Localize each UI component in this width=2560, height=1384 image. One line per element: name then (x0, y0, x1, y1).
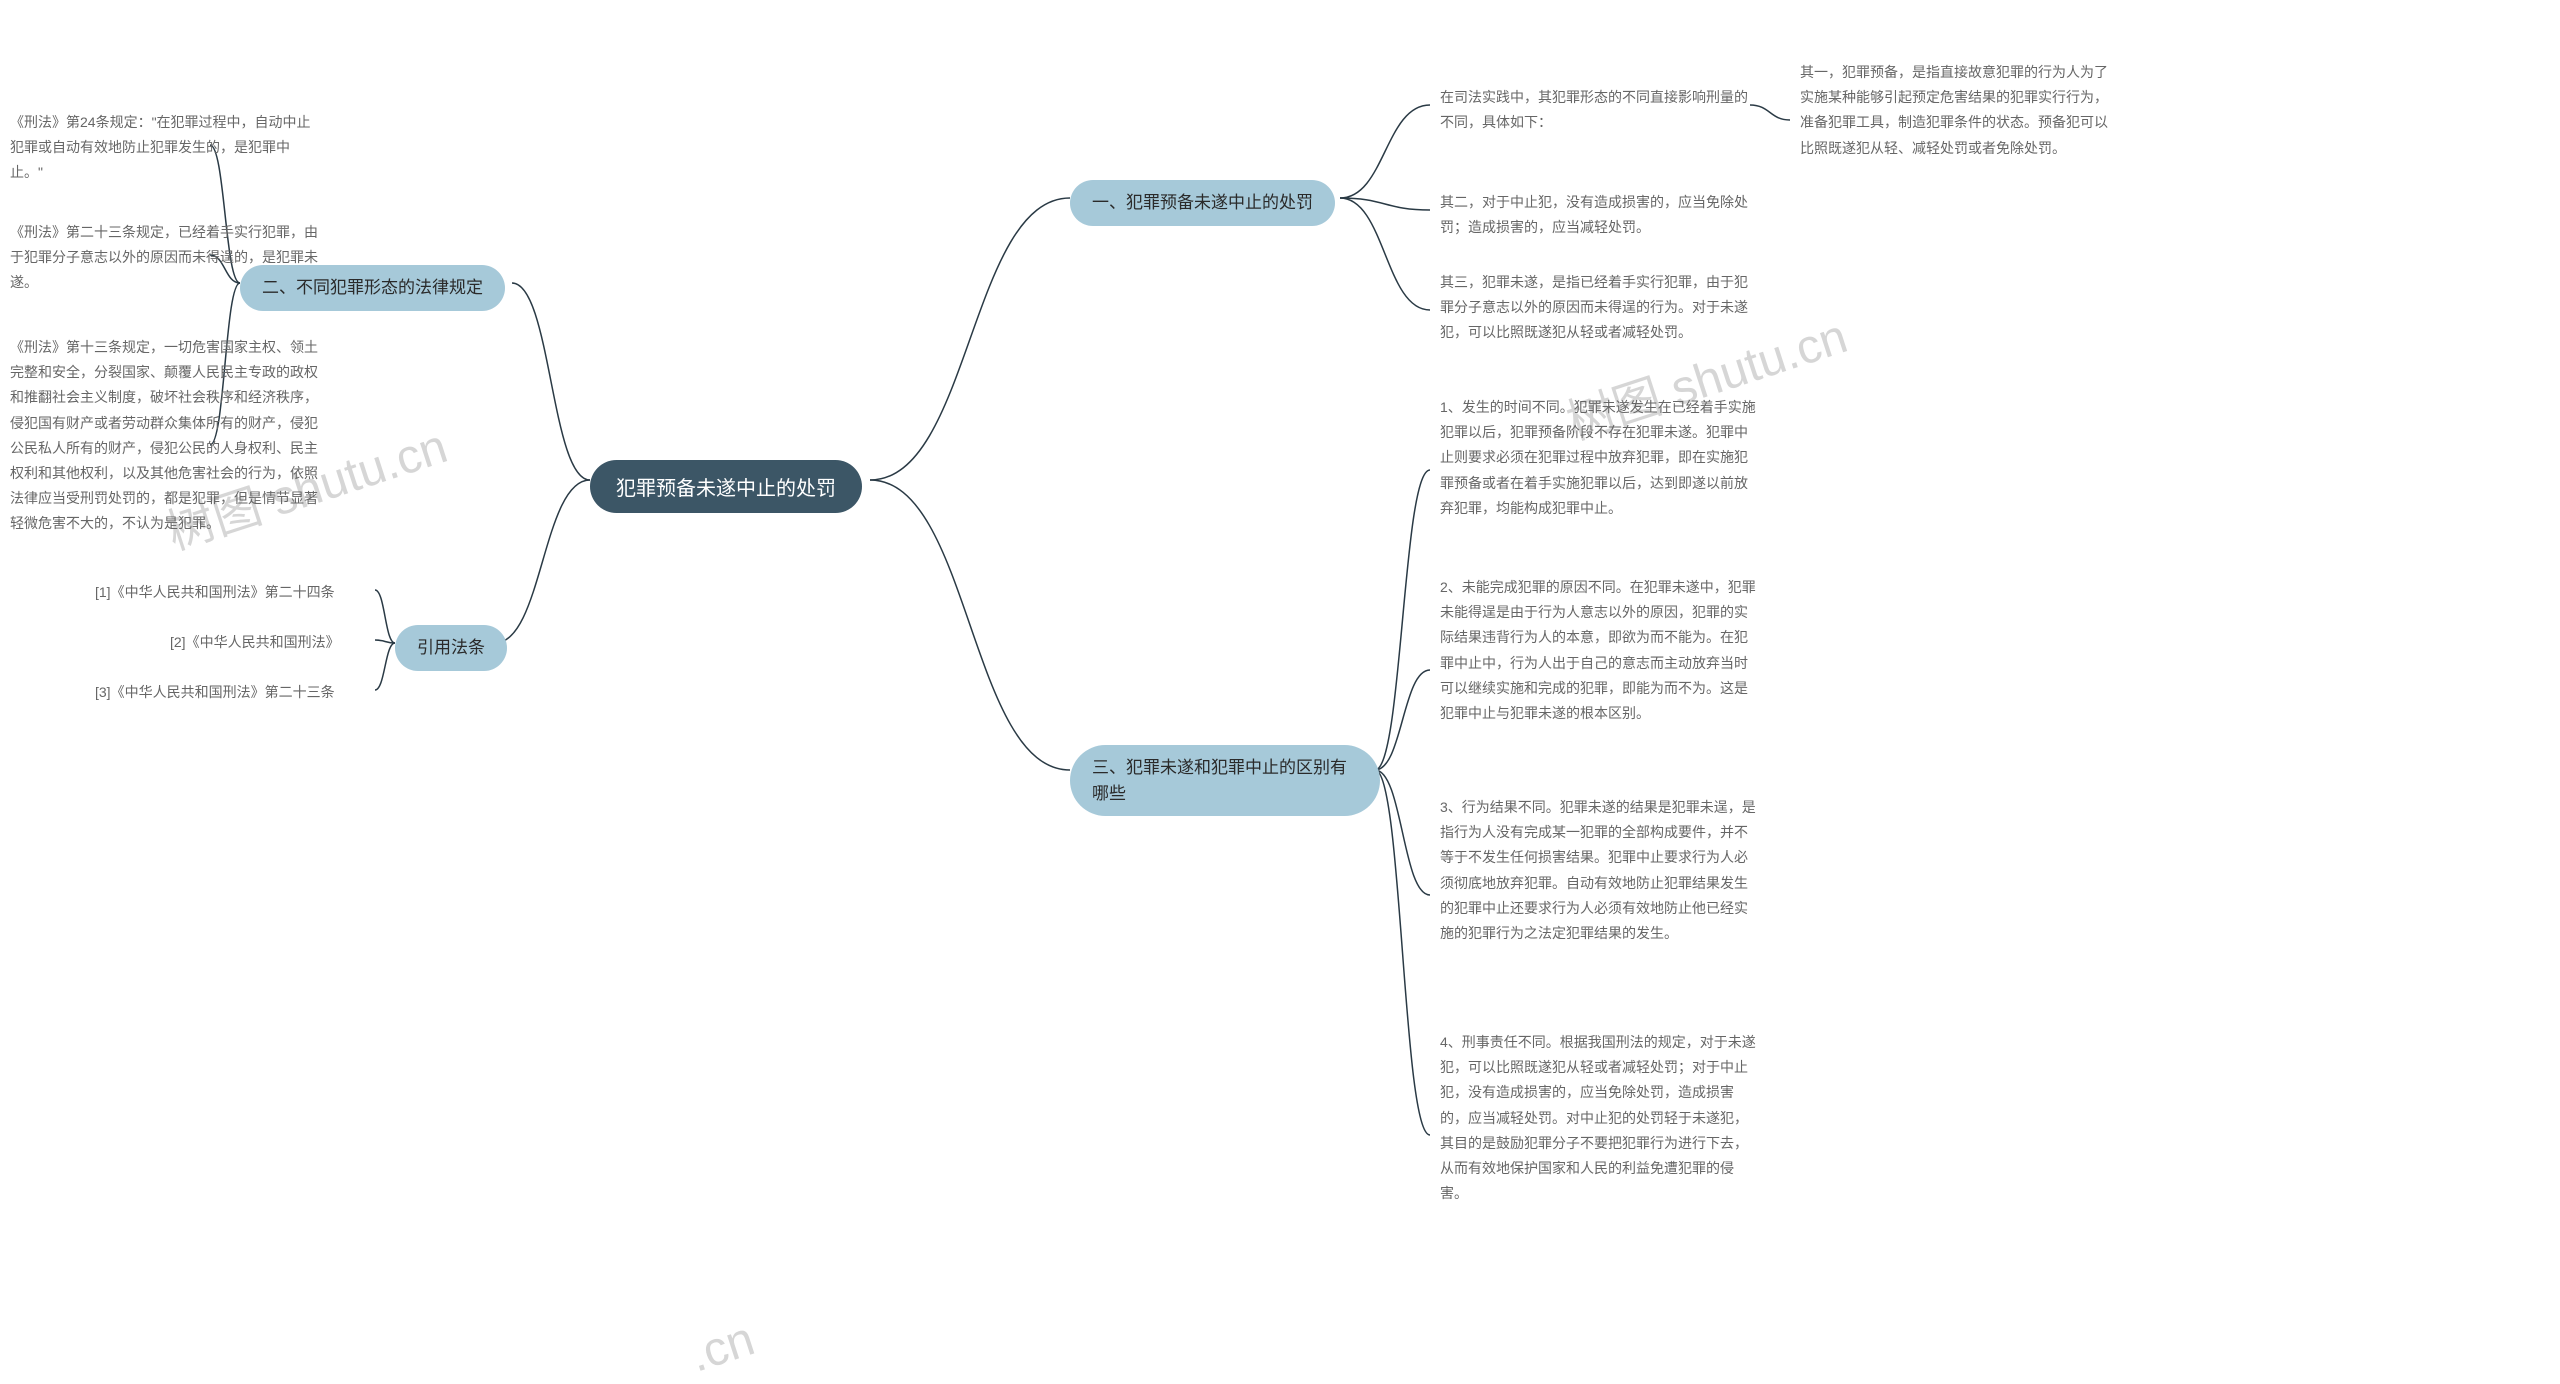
topic-r2[interactable]: 三、犯罪未遂和犯罪中止的区别有 哪些 (1070, 745, 1380, 816)
leaf-l1b: 《刑法》第二十三条规定，已经着手实行犯罪，由于犯罪分子意志以外的原因而未得逞的，… (10, 220, 320, 296)
leaf-l1a: 《刑法》第24条规定："在犯罪过程中，自动中止犯罪或自动有效地防止犯罪发生的，是… (10, 110, 320, 186)
leaf-r1a: 其一，犯罪预备，是指直接故意犯罪的行为人为了实施某种能够引起预定危害结果的犯罪实… (1800, 60, 2120, 161)
topic-r1[interactable]: 一、犯罪预备未遂中止的处罚 (1070, 180, 1335, 226)
leaf-l2a: [1]《中华人民共和国刑法》第二十四条 (95, 580, 335, 605)
root-node[interactable]: 犯罪预备未遂中止的处罚 (590, 460, 862, 513)
topic-label: 三、犯罪未遂和犯罪中止的区别有 哪些 (1092, 755, 1358, 806)
leaf-text: 在司法实践中，其犯罪形态的不同直接影响刑量的不同，具体如下： (1440, 85, 1750, 135)
leaf-r1-pre: 在司法实践中，其犯罪形态的不同直接影响刑量的不同，具体如下： (1440, 85, 1750, 135)
root-label: 犯罪预备未遂中止的处罚 (616, 472, 836, 501)
leaf-r1b: 其二，对于中止犯，没有造成损害的，应当免除处罚；造成损害的，应当减轻处罚。 (1440, 190, 1750, 240)
leaf-l1c: 《刑法》第十三条规定，一切危害国家主权、领土完整和安全，分裂国家、颠覆人民民主专… (10, 335, 320, 537)
leaf-text: 2、未能完成犯罪的原因不同。在犯罪未遂中，犯罪未能得逞是由于行为人意志以外的原因… (1440, 575, 1760, 726)
leaf-text: [1]《中华人民共和国刑法》第二十四条 (95, 580, 335, 605)
leaf-r2c: 3、行为结果不同。犯罪未遂的结果是犯罪未逞，是指行为人没有完成某一犯罪的全部构成… (1440, 795, 1760, 946)
topic-l2[interactable]: 引用法条 (395, 625, 507, 671)
leaf-text: 《刑法》第二十三条规定，已经着手实行犯罪，由于犯罪分子意志以外的原因而未得逞的，… (10, 220, 320, 296)
leaf-r2b: 2、未能完成犯罪的原因不同。在犯罪未遂中，犯罪未能得逞是由于行为人意志以外的原因… (1440, 575, 1760, 726)
leaf-r2a: 1、发生的时间不同。犯罪未遂发生在已经着手实施犯罪以后，犯罪预备阶段不存在犯罪未… (1440, 395, 1760, 521)
leaf-text: 《刑法》第十三条规定，一切危害国家主权、领土完整和安全，分裂国家、颠覆人民民主专… (10, 335, 320, 537)
topic-label: 一、犯罪预备未遂中止的处罚 (1092, 190, 1313, 216)
leaf-text: 4、刑事责任不同。根据我国刑法的规定，对于未遂犯，可以比照既遂犯从轻或者减轻处罚… (1440, 1030, 1760, 1206)
leaf-text: 3、行为结果不同。犯罪未遂的结果是犯罪未逞，是指行为人没有完成某一犯罪的全部构成… (1440, 795, 1760, 946)
leaf-r1c: 其三，犯罪未遂，是指已经着手实行犯罪，由于犯罪分子意志以外的原因而未得逞的行为。… (1440, 270, 1750, 346)
topic-label: 引用法条 (417, 635, 485, 661)
leaf-text: 1、发生的时间不同。犯罪未遂发生在已经着手实施犯罪以后，犯罪预备阶段不存在犯罪未… (1440, 395, 1760, 521)
leaf-text: 其一，犯罪预备，是指直接故意犯罪的行为人为了实施某种能够引起预定危害结果的犯罪实… (1800, 60, 2120, 161)
leaf-l2b: [2]《中华人民共和国刑法》 (170, 630, 340, 655)
leaf-text: 其三，犯罪未遂，是指已经着手实行犯罪，由于犯罪分子意志以外的原因而未得逞的行为。… (1440, 270, 1750, 346)
leaf-text: [2]《中华人民共和国刑法》 (170, 630, 340, 655)
leaf-text: [3]《中华人民共和国刑法》第二十三条 (95, 680, 335, 705)
watermark: .cn (683, 1311, 761, 1383)
leaf-r2d: 4、刑事责任不同。根据我国刑法的规定，对于未遂犯，可以比照既遂犯从轻或者减轻处罚… (1440, 1030, 1760, 1206)
leaf-l2c: [3]《中华人民共和国刑法》第二十三条 (95, 680, 335, 705)
leaf-text: 其二，对于中止犯，没有造成损害的，应当免除处罚；造成损害的，应当减轻处罚。 (1440, 190, 1750, 240)
leaf-text: 《刑法》第24条规定："在犯罪过程中，自动中止犯罪或自动有效地防止犯罪发生的，是… (10, 110, 320, 186)
mindmap-canvas: 树图 shutu.cn 树图 shutu.cn .cn 犯罪预备未遂中止的处罚 … (0, 0, 2560, 1382)
